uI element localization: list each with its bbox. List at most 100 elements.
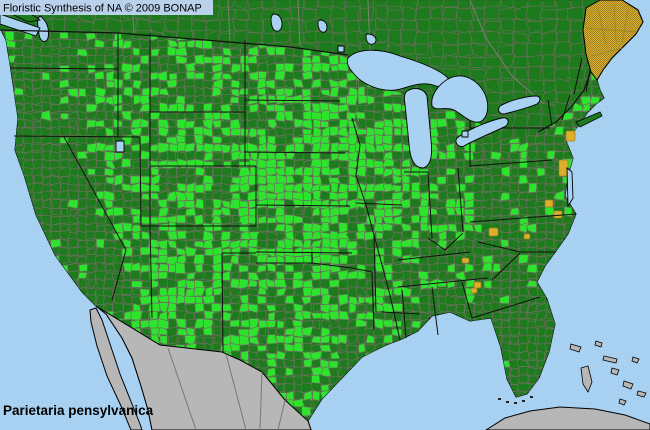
county-cell bbox=[446, 230, 456, 242]
province-border bbox=[469, 0, 545, 105]
county-cell bbox=[211, 127, 224, 137]
county-cell bbox=[104, 247, 115, 255]
county-cell bbox=[516, 167, 531, 177]
county-cell bbox=[42, 150, 51, 162]
county-cell bbox=[150, 199, 159, 210]
county-cell bbox=[310, 312, 323, 319]
county-cell bbox=[345, 79, 357, 89]
county-cell bbox=[500, 312, 510, 321]
county-cell bbox=[157, 255, 169, 264]
county-cell bbox=[211, 86, 222, 98]
county-cell bbox=[176, 206, 188, 218]
county-cell bbox=[148, 150, 160, 160]
county-cell bbox=[508, 200, 522, 209]
county-cell bbox=[103, 63, 116, 71]
county-cell bbox=[104, 231, 114, 241]
county-cell bbox=[68, 112, 79, 120]
county-cell bbox=[49, 62, 60, 72]
county-cell bbox=[526, 271, 538, 279]
county-cell bbox=[337, 142, 350, 152]
county-cell bbox=[175, 86, 186, 98]
county-cell bbox=[94, 216, 107, 226]
county-cell bbox=[67, 47, 79, 56]
county-cell bbox=[212, 175, 222, 185]
census-division-cell bbox=[315, 30, 335, 44]
county-cell bbox=[535, 190, 549, 200]
county-cell bbox=[320, 165, 332, 178]
county-cell bbox=[257, 47, 268, 57]
census-division-cell bbox=[273, 31, 292, 43]
county-cell bbox=[85, 158, 98, 169]
county-cell bbox=[139, 94, 152, 106]
county-cell bbox=[158, 126, 170, 139]
county-cell bbox=[499, 207, 512, 216]
county-cell bbox=[498, 199, 512, 210]
county-cell bbox=[32, 86, 43, 96]
county-cell bbox=[229, 118, 242, 131]
county-cell bbox=[402, 206, 413, 218]
county-cell bbox=[202, 280, 214, 288]
census-division-cell bbox=[457, 43, 474, 58]
county-cell bbox=[392, 118, 403, 129]
county-cell bbox=[42, 199, 52, 210]
county-cell bbox=[194, 198, 205, 211]
county-cell bbox=[131, 280, 144, 288]
county-cell bbox=[165, 190, 178, 202]
county-cell bbox=[256, 87, 266, 96]
census-division-cell bbox=[246, 18, 264, 33]
county-cell bbox=[213, 222, 224, 232]
county-cell bbox=[193, 78, 204, 89]
county-cell bbox=[176, 71, 188, 82]
county-cell bbox=[228, 112, 241, 122]
county-cell bbox=[13, 31, 26, 41]
county-cell bbox=[357, 295, 366, 305]
county-cell bbox=[59, 238, 69, 248]
county-cell bbox=[535, 295, 546, 305]
county-cell bbox=[120, 158, 132, 168]
county-cell bbox=[113, 183, 123, 192]
county-cell bbox=[49, 223, 62, 234]
county-cell bbox=[201, 222, 214, 232]
county-cell bbox=[327, 70, 341, 81]
census-division-cell bbox=[219, 18, 235, 33]
florida-keys-island bbox=[522, 400, 525, 402]
lake bbox=[337, 45, 345, 53]
county-cell bbox=[309, 294, 324, 304]
census-division-cell bbox=[414, 43, 430, 56]
county-cell bbox=[284, 254, 296, 264]
county-cell bbox=[114, 254, 123, 265]
county-cell bbox=[192, 254, 206, 265]
county-cell bbox=[427, 214, 440, 226]
county-cell bbox=[453, 166, 465, 176]
county-cell bbox=[311, 206, 321, 217]
county-cell bbox=[130, 112, 141, 120]
county-cell bbox=[382, 319, 394, 328]
county-cell bbox=[499, 192, 510, 202]
florida-keys-island bbox=[530, 396, 533, 398]
county-cell bbox=[59, 65, 70, 74]
county-cell bbox=[346, 344, 358, 353]
county-cell bbox=[284, 134, 294, 145]
census-division-cell bbox=[469, 30, 487, 46]
county-cell bbox=[121, 40, 132, 50]
county-cell bbox=[562, 119, 574, 129]
county-cell bbox=[59, 71, 69, 80]
county-cell bbox=[285, 174, 295, 184]
county-cell bbox=[184, 111, 196, 121]
census-division-cell bbox=[469, 57, 489, 69]
county-cell bbox=[141, 71, 150, 80]
county-cell bbox=[301, 119, 313, 130]
county-cell bbox=[265, 46, 276, 56]
county-cell bbox=[528, 351, 538, 360]
county-cell bbox=[391, 134, 403, 145]
county-cell bbox=[24, 118, 34, 128]
county-cell bbox=[302, 239, 312, 249]
county-cell bbox=[517, 318, 529, 329]
census-division-cell bbox=[441, 30, 460, 46]
county-cell bbox=[167, 150, 176, 162]
county-cell bbox=[174, 273, 188, 280]
county-cell bbox=[481, 270, 493, 282]
county-cell bbox=[176, 102, 186, 114]
county-cell bbox=[383, 207, 394, 217]
census-division-cell bbox=[513, 56, 529, 71]
